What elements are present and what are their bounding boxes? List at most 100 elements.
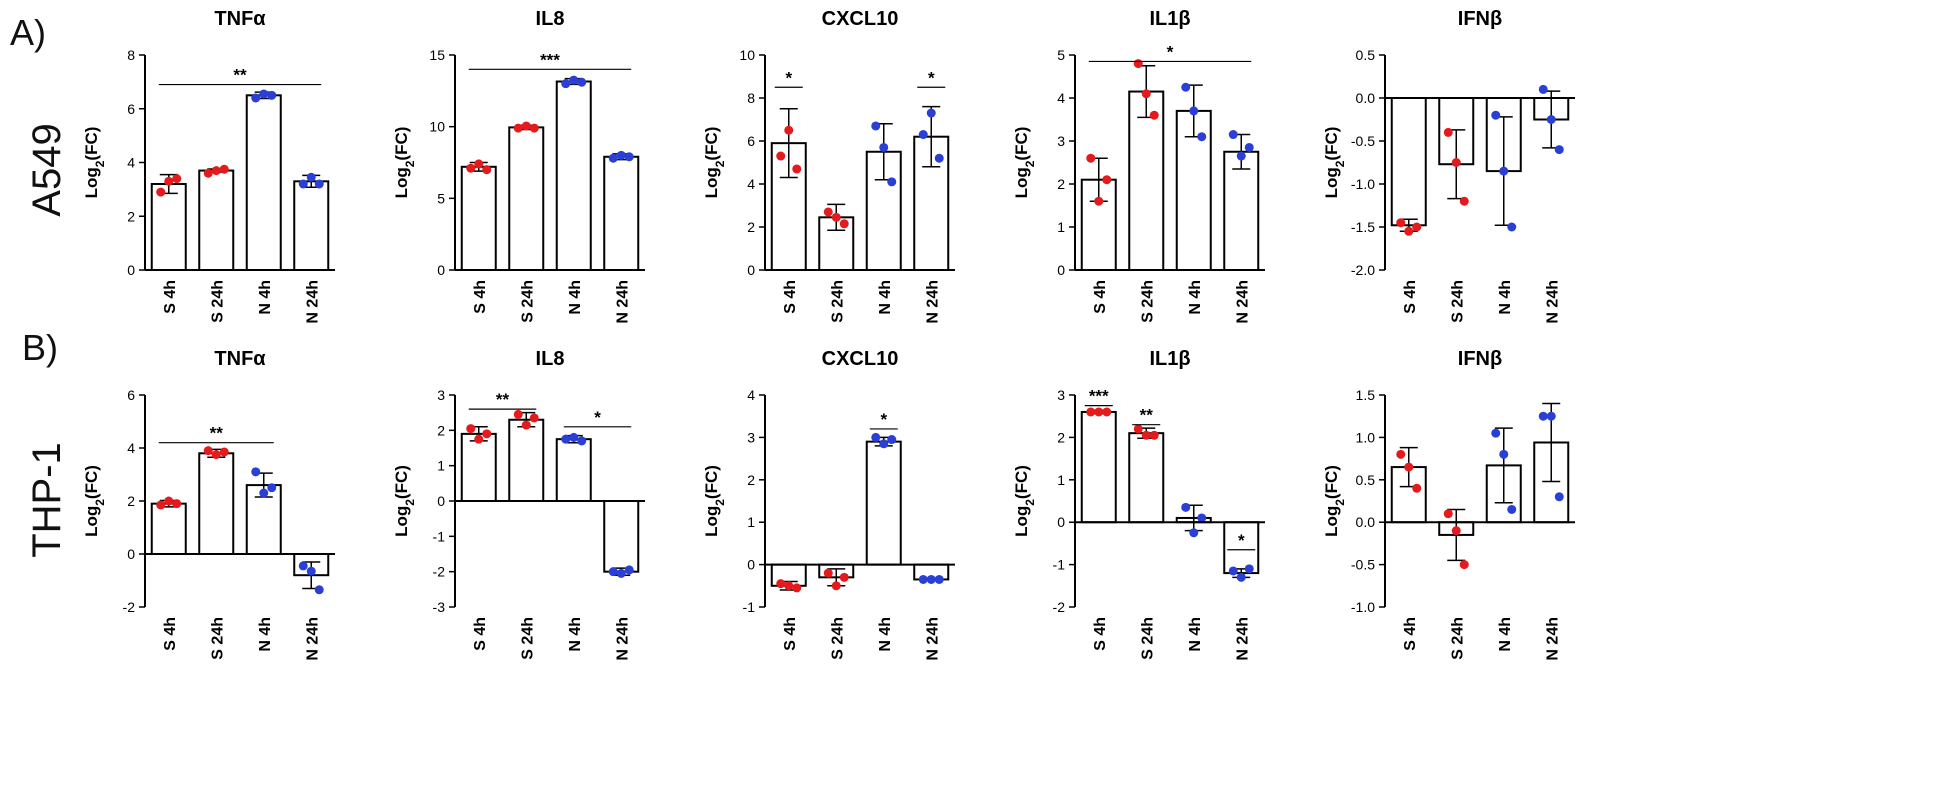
data-point — [1451, 526, 1461, 536]
data-point — [934, 153, 944, 163]
data-point — [1412, 483, 1422, 493]
x-tick-label: S 4h — [162, 280, 179, 314]
y-tick-label: 0 — [747, 262, 755, 278]
data-point — [926, 108, 936, 118]
data-point — [259, 488, 269, 498]
x-tick-label: S 24h — [1139, 280, 1156, 323]
data-point — [784, 581, 794, 591]
data-point — [1094, 196, 1104, 206]
y-tick-label: 4 — [127, 440, 135, 456]
bar-s-4h — [460, 432, 497, 502]
data-point — [172, 174, 182, 184]
data-point — [259, 89, 269, 99]
bar-s-24h — [1128, 90, 1165, 271]
y-tick-label: 2 — [1057, 429, 1065, 445]
x-tick-label: S 24h — [209, 617, 226, 660]
x-tick-label: S 4h — [782, 280, 799, 314]
row-letter-b: B) — [22, 327, 58, 368]
y-tick-label: 6 — [127, 101, 135, 117]
y-tick-label: 2 — [1057, 176, 1065, 192]
data-point — [1181, 502, 1191, 512]
data-point — [314, 179, 324, 189]
x-tick-label: S 4h — [472, 617, 489, 651]
data-point — [1133, 424, 1143, 434]
y-tick-label: 1.5 — [1356, 387, 1376, 403]
x-tick-label: S 4h — [472, 280, 489, 314]
row-cellline-a549: A549 — [25, 123, 69, 216]
data-point — [251, 467, 261, 477]
data-point — [624, 565, 634, 575]
y-axis-label: Log2(FC) — [82, 127, 107, 199]
y-tick-label: -1 — [433, 528, 446, 544]
data-point — [164, 176, 174, 186]
data-point — [1181, 82, 1191, 92]
x-tick-label: N 4h — [567, 617, 584, 652]
data-point — [561, 434, 571, 444]
data-point — [1491, 110, 1501, 120]
data-point — [569, 432, 579, 442]
data-point — [251, 93, 261, 103]
data-point — [577, 77, 587, 87]
x-tick-label: N 24h — [1234, 617, 1251, 661]
x-tick-label: N 24h — [924, 280, 941, 324]
significance-label: * — [1167, 42, 1174, 61]
bar-n-24h — [603, 155, 640, 271]
y-tick-label: 2 — [747, 219, 755, 235]
x-tick-label: N 4h — [567, 280, 584, 315]
x-tick-label: S 24h — [1449, 280, 1466, 323]
chart-title: IL1β — [1149, 8, 1190, 30]
significance-label: ** — [1140, 406, 1154, 425]
chart-a549-4: IFNβ Log2(FC) -2.0 -1.5 -1.0 -0.5 0.0 0.5 S 4h S … — [1322, 8, 1575, 324]
data-point — [466, 163, 476, 173]
data-point — [482, 429, 492, 439]
data-point — [1396, 449, 1406, 459]
y-tick-label: -1.0 — [1351, 599, 1375, 615]
data-point — [839, 219, 849, 229]
y-tick-label: 0 — [747, 557, 755, 573]
data-point — [466, 424, 476, 434]
data-point — [871, 432, 881, 442]
x-tick-label: N 4h — [257, 617, 274, 652]
x-tick-label: N 24h — [614, 280, 631, 324]
data-point — [1189, 106, 1199, 116]
y-tick-label: 0 — [127, 262, 135, 278]
data-point — [1538, 411, 1548, 421]
y-tick-label: 1 — [747, 514, 755, 530]
data-point — [1396, 218, 1406, 228]
y-tick-label: 5 — [437, 190, 445, 206]
y-axis-label: Log2(FC) — [702, 465, 727, 537]
y-tick-label: 1 — [1057, 219, 1065, 235]
y-axis-label: Log2(FC) — [1012, 465, 1037, 537]
chart-thp1-0: TNFα Log2(FC) -2 0 2 4 6 S 4h S 24h N 4h N 24h ** — [82, 348, 335, 661]
y-tick-label: 15 — [429, 47, 445, 63]
data-point — [1086, 407, 1096, 417]
data-point — [211, 166, 221, 176]
data-point — [1554, 145, 1564, 155]
y-tick-label: 3 — [1057, 133, 1065, 149]
x-tick-label: N 24h — [1544, 617, 1561, 661]
x-tick-label: S 24h — [1449, 617, 1466, 660]
x-tick-label: S 24h — [1139, 617, 1156, 660]
data-point — [577, 436, 587, 446]
data-point — [934, 574, 944, 584]
x-tick-label: N 4h — [257, 280, 274, 315]
row-letter-a: A) — [10, 12, 46, 53]
data-point — [926, 574, 936, 584]
y-tick-label: 4 — [127, 155, 135, 171]
data-point — [1236, 572, 1246, 582]
chart-title: IL8 — [536, 8, 565, 30]
data-point — [1133, 59, 1143, 69]
data-point — [918, 574, 928, 584]
data-point — [1499, 166, 1509, 176]
data-point — [879, 439, 889, 449]
data-point — [823, 207, 833, 217]
chart-a549-1: IL8 Log2(FC) 0 5 10 15 S 4h S 24h N 4h N 24h *** — [392, 8, 645, 324]
data-point — [306, 566, 316, 576]
y-tick-label: 6 — [747, 133, 755, 149]
data-point — [1228, 566, 1238, 576]
data-point — [1149, 430, 1159, 440]
chart-title: IL1β — [1149, 348, 1190, 370]
